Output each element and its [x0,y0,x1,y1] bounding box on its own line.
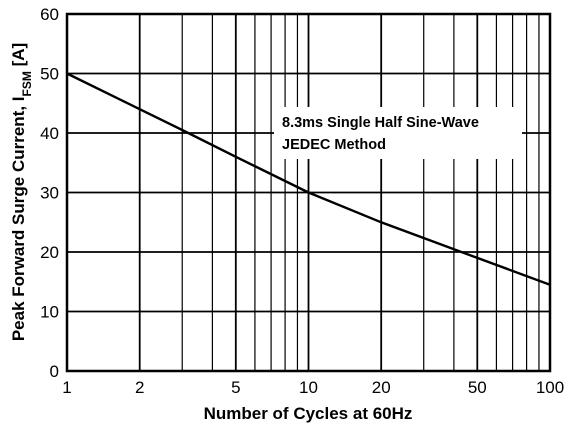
y-axis-title-unit: [A] [9,43,28,71]
y-tick-label: 10 [40,303,59,322]
y-axis-title-subscript: FSM [20,71,34,96]
y-tick-label: 50 [40,65,59,84]
y-tick-label: 30 [40,184,59,203]
annotation-line-1: 8.3ms Single Half Sine-Wave [282,115,479,131]
y-axis-title-main: Peak Forward Surge Current, I [9,96,28,341]
x-tick-label: 1 [62,378,71,397]
y-tick-labels: 0 10 20 30 40 50 60 [40,5,59,381]
y-tick-label: 20 [40,243,59,262]
surge-current-curve [66,72,551,286]
major-gridlines [67,14,550,371]
plot-frame [65,12,552,373]
series-layer [66,72,551,286]
annotation-background [274,107,522,159]
x-tick-label: 10 [299,378,318,397]
x-tick-label: 20 [372,378,391,397]
x-tick-label: 50 [468,378,487,397]
x-tick-label: 100 [536,378,564,397]
x-tick-label: 5 [231,378,240,397]
annotation-line-2: JEDEC Method [282,137,386,153]
y-tick-label: 60 [40,5,59,24]
x-tick-label: 2 [135,378,144,397]
y-tick-label: 40 [40,124,59,143]
x-tick-labels: 1 2 5 10 20 50 100 [62,378,564,397]
x-axis-title: Number of Cycles at 60Hz [204,404,413,423]
y-tick-label: 0 [50,362,59,381]
y-axis-title: Peak Forward Surge Current, IFSM [A] [9,43,34,341]
annotation-box: 8.3ms Single Half Sine-Wave JEDEC Method [274,107,522,159]
